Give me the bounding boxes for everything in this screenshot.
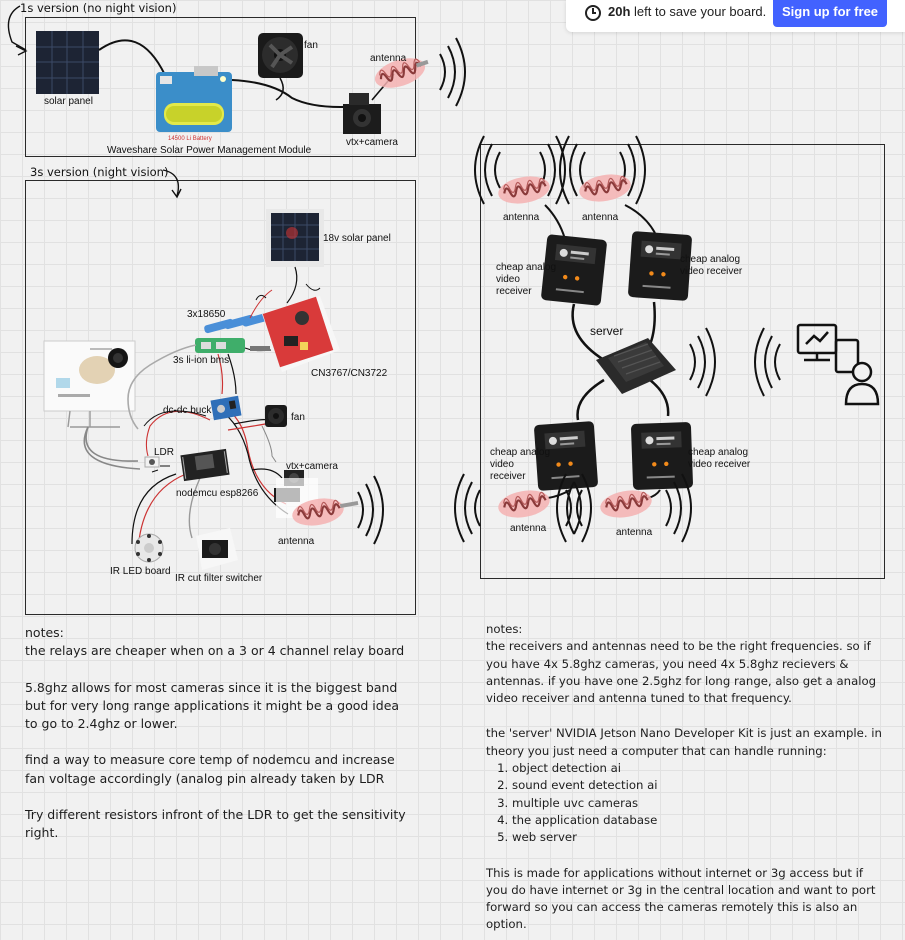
v3-section-title: 3s version (night vision) — [30, 165, 169, 179]
v3-vtx-label: vtx+camera — [286, 461, 338, 472]
antenna-bottom-left-label: antenna — [510, 523, 547, 534]
v3-battery-pack-label: 3x18650 — [187, 309, 226, 320]
timer-hours: 20h — [608, 4, 631, 19]
v3-bms-label: 3s li-ion bms — [173, 355, 230, 366]
v3-ldr-label: LDR — [154, 447, 175, 458]
v3-dcdc-buck-image — [210, 395, 242, 421]
v3-ir-cut-switcher-image — [196, 528, 238, 570]
v3-solar-panel-label: 18v solar panel — [323, 233, 391, 244]
list-item: object detection ai — [512, 760, 884, 777]
antenna-top-right-label: antenna — [582, 212, 619, 223]
v1-battery-label: 14500 Li Battery — [168, 136, 212, 142]
v3-nodemcu-image — [180, 448, 230, 482]
receiver-top-left-label: cheap analog video receiver — [496, 262, 557, 297]
v1-fan-label: fan — [304, 40, 318, 51]
notes-left-p3: find a way to measure core temp of nodem… — [25, 752, 395, 786]
computer-user-icon — [796, 323, 880, 406]
v3-pointer-arrow — [162, 169, 180, 197]
v3-fan-image — [265, 405, 287, 427]
notes-left-heading: notes: — [25, 625, 64, 640]
v1-vtx-label: vtx+camera — [346, 137, 398, 148]
v3-ldr-sensor-image — [144, 456, 160, 468]
receiver-bottom-right-label: cheap analog video receiver — [688, 447, 751, 470]
notes-left-p2: 5.8ghz allows for most cameras since it … — [25, 679, 400, 732]
v1-vtx-camera-image — [343, 93, 381, 134]
antenna-top-left-label: antenna — [503, 212, 540, 223]
antenna-bottom-right-label: antenna — [616, 527, 653, 538]
sign-up-button[interactable]: Sign up for free — [773, 0, 887, 27]
v3-ir-led-board-image — [134, 533, 164, 563]
list-item: web server — [512, 829, 884, 846]
notes-right-list: object detection ai sound event detectio… — [486, 760, 884, 846]
v1-pointer-arrow — [7, 5, 27, 51]
v3-antenna-label: antenna — [278, 536, 315, 547]
timer-label: left to save your board. — [630, 4, 767, 19]
server-label: server — [590, 324, 624, 338]
list-item: sound event detection ai — [512, 777, 884, 794]
notes-left: notes: the relays are cheaper when on a … — [25, 624, 415, 843]
v3-battery-pack-image — [204, 313, 268, 334]
receiver-bottom-left-label: cheap analog video receiver — [490, 447, 551, 482]
notes-right-p3: This is made for applications without in… — [486, 865, 876, 932]
notes-right-p2: the 'server' NVIDIA Jetson Nano Develope… — [486, 726, 882, 758]
v1-solar-panel-label: solar panel — [44, 96, 93, 107]
notes-left-p4: Try different resistors infront of the L… — [25, 807, 406, 841]
v3-fan-label: fan — [291, 412, 305, 423]
v1-module-label: Waveshare Solar Power Management Module — [107, 145, 312, 156]
v3-ir-switcher-label: IR cut filter switcher — [175, 573, 263, 584]
receiver-top-right-label: cheap analog video receiver — [680, 254, 743, 277]
notes-right-p1: the receivers and antennas need to be th… — [486, 639, 877, 706]
v3-solar-panel-image — [266, 209, 324, 267]
save-timer-text: 20h left to save your board. — [608, 4, 766, 19]
v3-charger-label: CN3767/CN3722 — [311, 368, 388, 379]
list-item: the application database — [512, 812, 884, 829]
v3-charger-board-image — [262, 296, 340, 372]
list-item: multiple uvc cameras — [512, 795, 884, 812]
notes-right-heading: notes: — [486, 622, 523, 636]
v3-frame — [25, 180, 416, 615]
v1-antenna-label: antenna — [370, 53, 407, 64]
v1-section-title: 1s version (no night vision) — [20, 1, 177, 15]
clock-icon — [585, 5, 601, 21]
v1-fan-image — [258, 33, 303, 78]
v1-frame — [25, 17, 416, 157]
v3-buck-label: dc-dc buck — [163, 405, 212, 416]
v1-solar-panel-image — [36, 31, 99, 94]
server-jetson-image — [596, 338, 676, 394]
notes-left-p1: the relays are cheaper when on a 3 or 4 … — [25, 643, 405, 659]
v3-ldr-photo-image — [43, 340, 136, 412]
notes-right: notes: the receivers and antennas need t… — [486, 621, 884, 934]
server-frame — [480, 144, 885, 579]
v3-ir-board-label: IR LED board — [110, 566, 171, 577]
v3-bms-image — [195, 338, 245, 353]
v3-mcu-label: nodemcu esp8266 — [176, 488, 259, 499]
v1-power-module-image — [156, 66, 232, 132]
